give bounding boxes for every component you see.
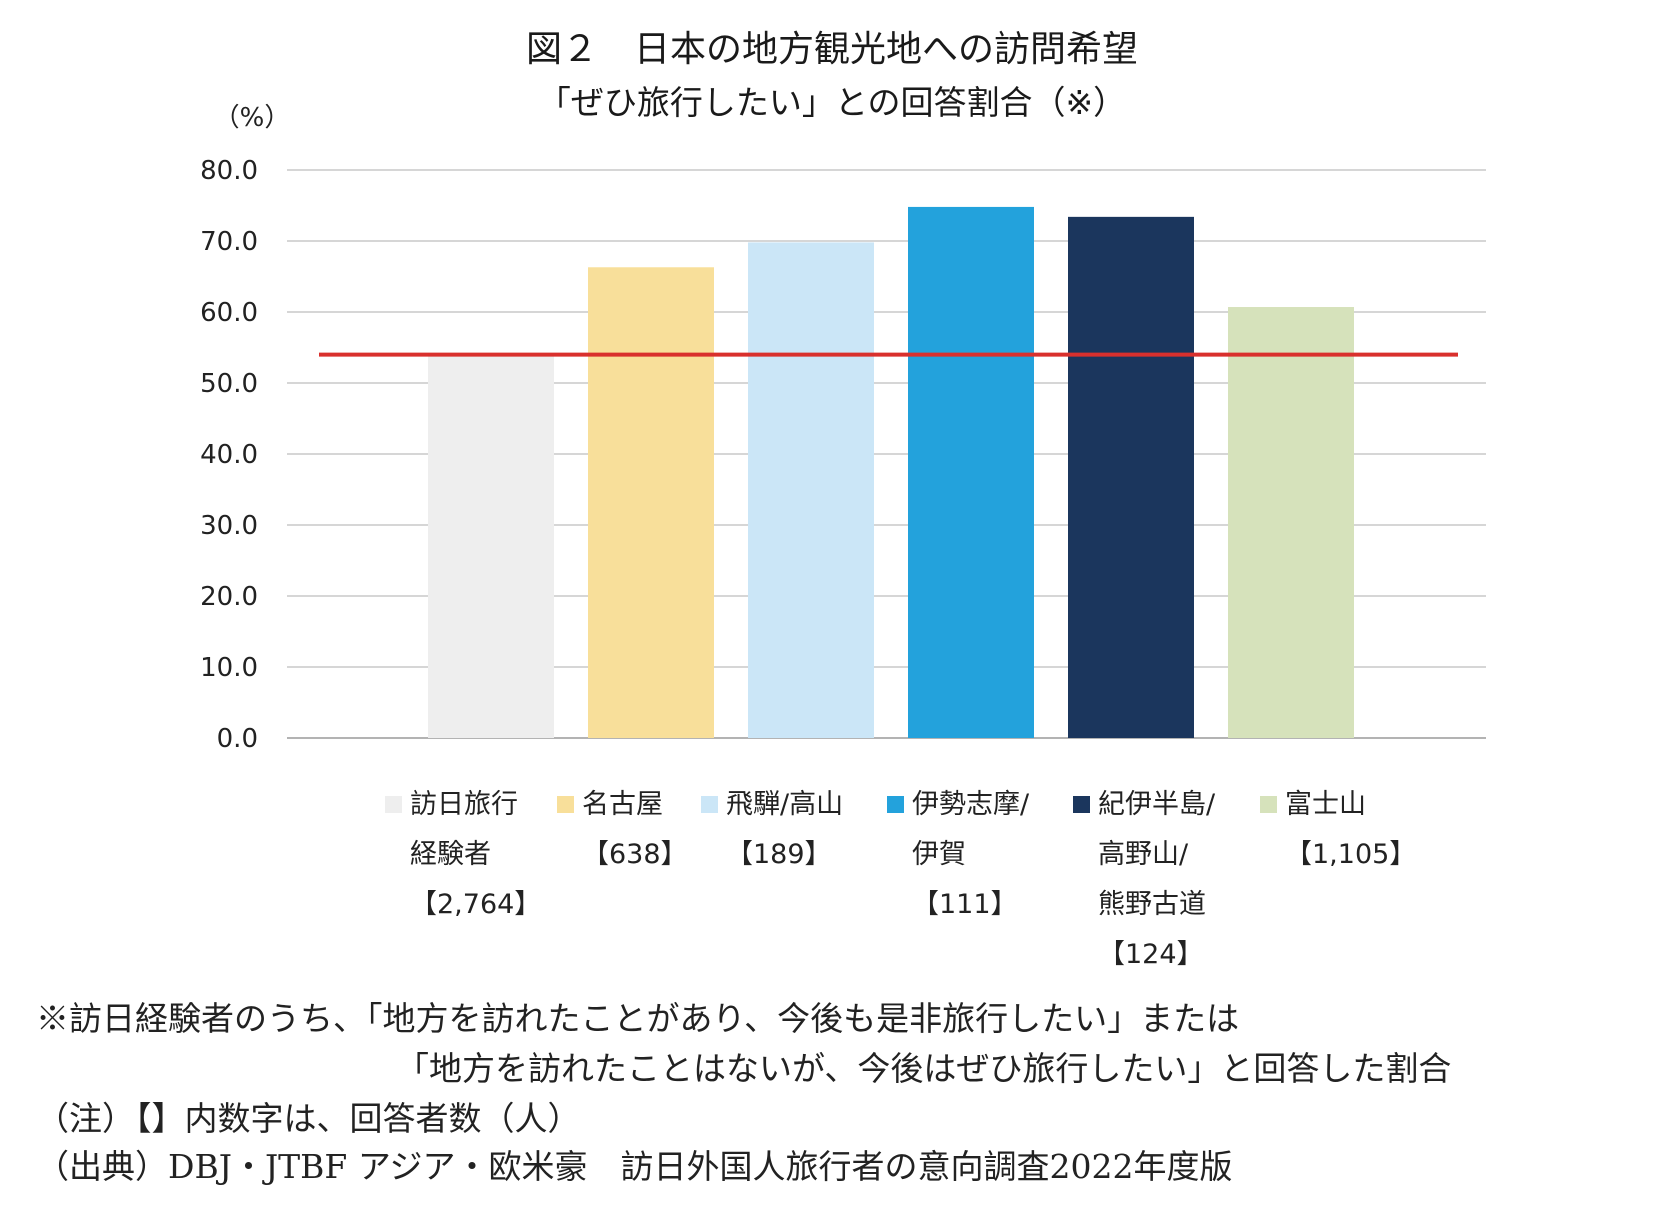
chart-subtitle: 「ぜひ旅行したい」との回答割合（※） bbox=[537, 83, 1127, 122]
note-asterisk-line1: ※訪日経験者のうち、「地方を訪れたことがあり、今後も是非旅行したい」または bbox=[36, 999, 1240, 1038]
note-respondents: （注）【】内数字は、回答者数（人） bbox=[36, 1099, 581, 1138]
legend-label: 伊勢志摩/ 伊賀 【111】 bbox=[912, 789, 1030, 920]
legend-label: 紀伊半島/ 高野山/ 熊野古道 【124】 bbox=[1098, 789, 1216, 970]
y-tick-label: 30.0 bbox=[200, 511, 258, 541]
legend-label: 訪日旅行 経験者 【2,764】 bbox=[410, 789, 542, 920]
legend-swatch bbox=[385, 796, 402, 813]
bar-chart: 0.0 10.0 20.0 30.0 40.0 50.0 60.0 70.0 80.0 （%） bbox=[200, 103, 1486, 754]
y-tick-label: 10.0 bbox=[200, 653, 258, 683]
legend-swatch bbox=[557, 796, 574, 813]
bar-3 bbox=[748, 242, 874, 739]
y-tick-label: 70.0 bbox=[200, 227, 258, 257]
y-axis-label: （%） bbox=[214, 103, 291, 133]
note-source: （出典）DBJ・JTBF アジア・欧米豪 訪日外国人旅行者の意向調査2022年度… bbox=[36, 1147, 1233, 1186]
bars bbox=[428, 206, 1354, 739]
y-tick-label: 40.0 bbox=[200, 440, 258, 470]
bar-4 bbox=[908, 206, 1034, 739]
legend-label: 名古屋 【638】 bbox=[582, 789, 688, 870]
note-asterisk-line2: 「地方を訪れたことはないが、今後はぜひ旅行したい」と回答した割合 bbox=[396, 1049, 1452, 1088]
bar-1 bbox=[428, 354, 554, 738]
y-tick-label: 0.0 bbox=[217, 724, 258, 754]
bar-5 bbox=[1068, 216, 1194, 739]
y-tick-labels: 0.0 10.0 20.0 30.0 40.0 50.0 60.0 70.0 80.0 bbox=[200, 156, 258, 754]
chart-title: 図２ 日本の地方観光地への訪問希望 bbox=[525, 29, 1138, 70]
legend-label: 富士山 【1,105】 bbox=[1285, 789, 1417, 870]
y-tick-label: 20.0 bbox=[200, 582, 258, 612]
y-tick-label: 50.0 bbox=[200, 369, 258, 399]
legend-swatch bbox=[1073, 796, 1090, 813]
y-tick-label: 80.0 bbox=[200, 156, 258, 186]
legend-swatch bbox=[887, 796, 904, 813]
y-tick-label: 60.0 bbox=[200, 298, 258, 328]
bar-6 bbox=[1228, 307, 1354, 738]
bar-2 bbox=[588, 267, 714, 738]
legend-swatch bbox=[701, 796, 718, 813]
legend-label: 飛騨/高山 【189】 bbox=[726, 789, 844, 870]
legend-swatch bbox=[1260, 796, 1277, 813]
